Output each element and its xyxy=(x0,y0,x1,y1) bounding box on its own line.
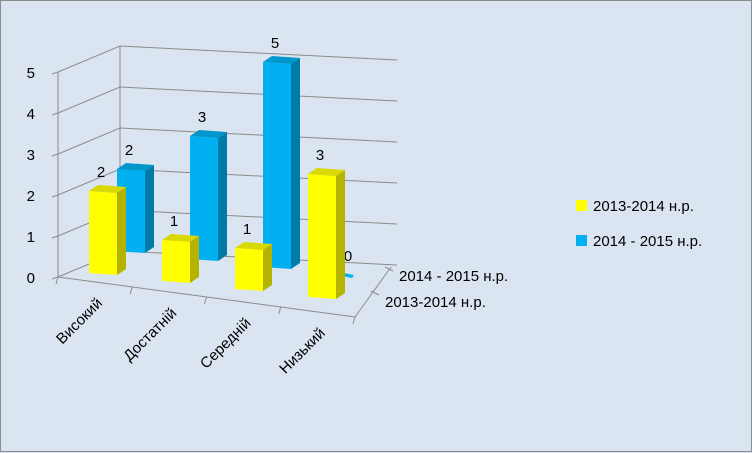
bar-front xyxy=(162,240,190,283)
data-label: 2 xyxy=(125,142,133,159)
bar-front xyxy=(190,136,218,261)
y-tick-label: 5 xyxy=(27,65,35,82)
bar-side xyxy=(218,132,227,261)
legend-swatch xyxy=(576,200,587,211)
legend-swatch xyxy=(576,235,587,246)
y-tick-label: 0 xyxy=(27,270,35,287)
data-label: 2 xyxy=(97,164,105,181)
gridline xyxy=(57,127,398,155)
x-tick-mark xyxy=(129,286,133,295)
bar-side xyxy=(117,187,126,275)
bar-side xyxy=(190,236,199,283)
y-tick-mark xyxy=(51,153,59,157)
bar-top xyxy=(117,163,154,171)
depth-tick-mark xyxy=(384,266,394,272)
data-label: 0 xyxy=(344,248,352,265)
data-label: 1 xyxy=(243,221,251,238)
bar-front xyxy=(263,62,291,269)
y-tick-label: 2 xyxy=(27,188,35,205)
data-label: 1 xyxy=(170,213,178,230)
gridline xyxy=(57,86,398,114)
bar-side xyxy=(145,165,154,253)
bar-top xyxy=(235,242,272,250)
y-tick-label: 1 xyxy=(27,229,35,246)
x-category-label: Середній xyxy=(197,315,254,372)
y-tick-label: 3 xyxy=(27,147,35,164)
bar-top xyxy=(263,56,300,64)
bar-side xyxy=(291,58,300,269)
bar-top xyxy=(308,168,345,176)
x-category-label: Достатній xyxy=(120,305,180,365)
data-label: 3 xyxy=(316,147,324,164)
y-tick-mark xyxy=(51,276,59,280)
x-category-label: Низький xyxy=(276,325,328,377)
y-tick-mark xyxy=(51,71,59,75)
depth-tick-mark xyxy=(370,290,380,296)
bar-side xyxy=(263,244,272,291)
bar-front xyxy=(235,248,263,291)
x-tick-mark xyxy=(55,276,59,285)
y-tick-mark xyxy=(51,194,59,198)
bar-top xyxy=(190,130,227,138)
bar-top xyxy=(162,234,199,242)
x-tick-mark xyxy=(278,306,282,315)
data-label: 3 xyxy=(198,109,206,126)
data-label: 5 xyxy=(271,35,279,52)
bar-front xyxy=(89,191,117,275)
x-category-label: Високий xyxy=(53,295,106,348)
y-tick-mark xyxy=(51,235,59,239)
legend-label: 2014 - 2015 н.р. xyxy=(593,233,702,250)
gridline xyxy=(57,45,398,73)
x-tick-mark xyxy=(204,296,207,305)
depth-axis-label: 2014 - 2015 н.р. xyxy=(399,268,508,285)
y-tick-label: 4 xyxy=(27,106,35,123)
legend-label: 2013-2014 н.р. xyxy=(593,198,694,215)
x-tick-mark xyxy=(352,316,356,325)
bar-top xyxy=(89,185,126,193)
bar-side xyxy=(336,170,345,299)
y-tick-mark xyxy=(51,112,59,116)
depth-axis-label: 2013-2014 н.р. xyxy=(385,294,486,311)
bar-front xyxy=(308,174,336,299)
